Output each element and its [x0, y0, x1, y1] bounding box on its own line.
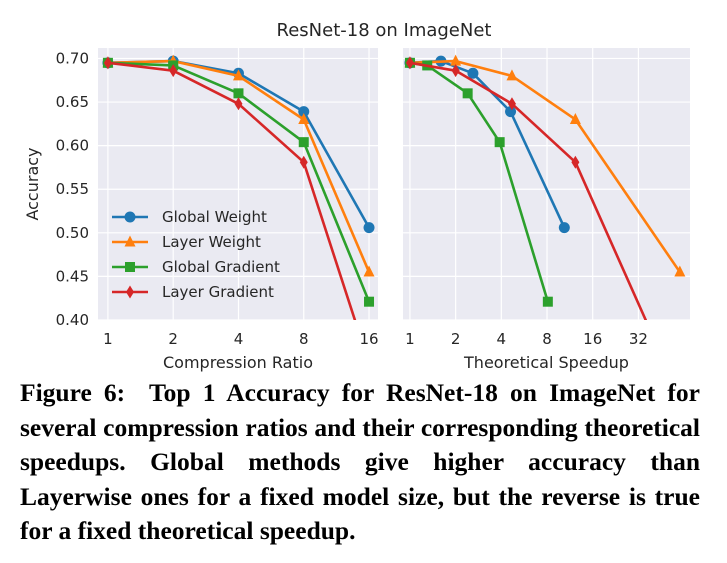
- legend-label-global-weight: Global Weight: [162, 208, 267, 226]
- x-axis-label: Theoretical Speedup: [463, 353, 629, 372]
- figure-caption: Figure 6: Top 1 Accuracy for ResNet-18 o…: [20, 376, 700, 549]
- data-point-layer-gradient-4: [661, 357, 669, 370]
- data-point-global-gradient-3: [494, 137, 505, 148]
- legend-marker-layer-gradient: [126, 285, 134, 299]
- gridlines: [403, 48, 690, 321]
- y-tick-label-0_40: 0.40: [56, 311, 89, 329]
- data-point-layer-gradient-1: [169, 64, 178, 78]
- y-tick-label-0_70: 0.70: [56, 49, 89, 67]
- data-point-global-weight-3: [298, 106, 310, 118]
- legend-label-layer-gradient: Layer Gradient: [162, 283, 274, 301]
- legend-label-layer-weight: Layer Weight: [162, 233, 261, 251]
- data-point-layer-weight-4: [363, 265, 375, 277]
- data-point-global-gradient-2: [462, 88, 473, 99]
- legend: Global Weight Layer Weight Global Gradient…: [112, 208, 280, 301]
- plot-area: [102, 54, 375, 370]
- y-tick-label-0_50: 0.50: [56, 224, 89, 242]
- data-point-layer-weight-3: [298, 112, 310, 124]
- data-point-layer-weight-2: [506, 69, 518, 81]
- y-tick-label-0_60: 0.60: [56, 137, 89, 155]
- series-layer-gradient: [405, 56, 669, 370]
- x-tick-label-1: 1: [405, 330, 415, 348]
- data-point-layer-gradient-2: [507, 97, 516, 111]
- y-tick-label-0_65: 0.65: [56, 93, 89, 111]
- plot-area: [404, 54, 686, 370]
- panel-compression-ratio: 1 2 4 8 16 0.40 0.45 0.50 0.55 0.60 0.65 0.70 Compre…: [23, 48, 379, 372]
- x-tick-label-4: 4: [234, 330, 244, 348]
- y-axis-label: Accuracy: [23, 147, 42, 220]
- data-point-global-weight-2: [467, 67, 479, 79]
- caption-text: Top 1 Accuracy for ResNet-18 on ImageNet…: [20, 378, 700, 545]
- x-tick-label-2: 2: [168, 330, 178, 348]
- data-point-layer-gradient-3: [571, 155, 580, 169]
- x-tick-label-16: 16: [359, 330, 378, 348]
- data-point-global-gradient-4: [542, 296, 553, 307]
- data-point-layer-gradient-3: [299, 155, 308, 169]
- x-tick-label-2: 2: [451, 330, 461, 348]
- x-tick-label-32: 32: [629, 330, 648, 348]
- legend-marker-layer-weight: [124, 235, 136, 247]
- data-point-layer-gradient-0: [405, 56, 414, 70]
- chart-suptitle: ResNet-18 on ImageNet: [277, 20, 492, 41]
- y-tick-label-0_45: 0.45: [56, 267, 89, 285]
- x-axis-label: Compression Ratio: [163, 353, 313, 372]
- data-point-layer-weight-1: [450, 54, 462, 66]
- data-point-layer-weight-2: [232, 69, 244, 81]
- data-point-global-weight-4: [558, 222, 570, 234]
- data-point-layer-gradient-1: [451, 64, 460, 78]
- x-tick-label-1: 1: [103, 330, 113, 348]
- caption-label: Figure 6:: [20, 378, 126, 407]
- data-point-global-gradient-3: [298, 137, 309, 148]
- data-point-layer-weight-3: [569, 112, 581, 124]
- legend-label-global-gradient: Global Gradient: [162, 258, 280, 276]
- data-point-global-weight-3: [505, 106, 517, 118]
- data-point-layer-weight-4: [674, 265, 686, 277]
- legend-marker-global-gradient: [125, 262, 135, 272]
- x-tick-label-8: 8: [542, 330, 552, 348]
- x-tick-label-8: 8: [299, 330, 309, 348]
- x-tick-label-4: 4: [497, 330, 507, 348]
- y-tick-label-0_55: 0.55: [56, 180, 89, 198]
- data-point-layer-gradient-4: [365, 357, 373, 370]
- data-point-global-gradient-4: [364, 296, 375, 307]
- data-point-layer-gradient-2: [234, 97, 243, 111]
- series-layer-gradient: [103, 56, 373, 370]
- data-point-global-gradient-2: [233, 88, 244, 99]
- figure-chart: ResNet-18 on ImageNet 1 2 4 8 16 0.40 0.45 0.50…: [23, 20, 690, 372]
- x-tick-label-16: 16: [583, 330, 602, 348]
- data-point-layer-gradient-0: [103, 56, 112, 70]
- legend-marker-global-weight: [124, 211, 136, 223]
- data-point-global-weight-4: [363, 222, 375, 234]
